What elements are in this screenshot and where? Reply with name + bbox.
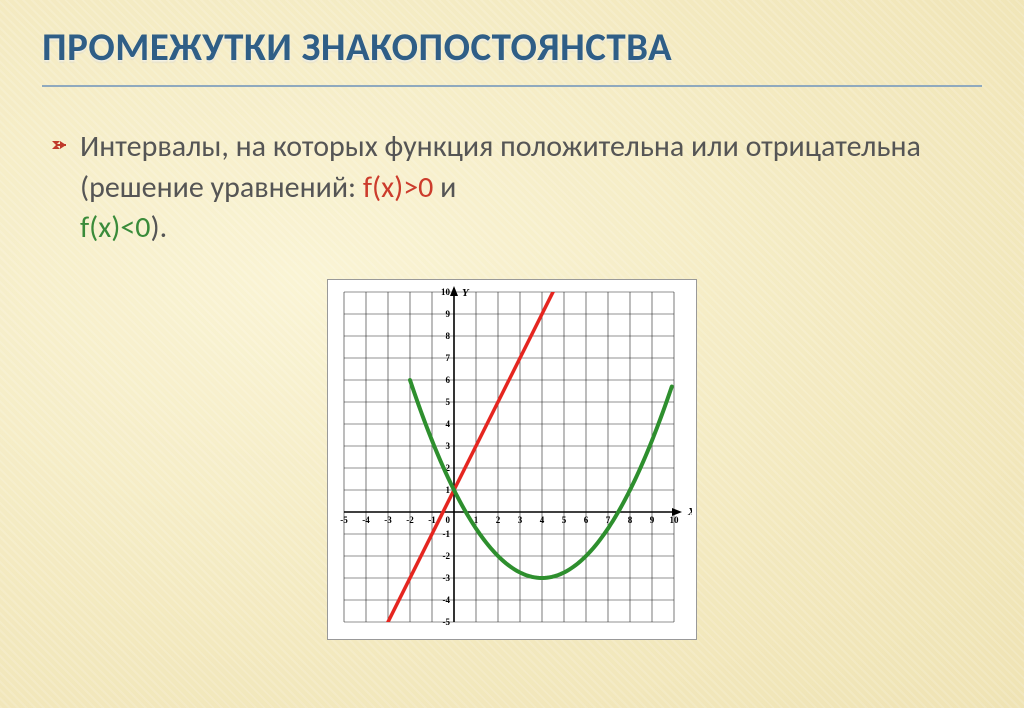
svg-text:-3: -3	[384, 515, 392, 525]
svg-text:10: 10	[441, 287, 451, 297]
bullet-icon	[50, 139, 68, 162]
svg-text:5: 5	[562, 515, 567, 525]
svg-text:9: 9	[650, 515, 655, 525]
svg-text:10: 10	[670, 515, 680, 525]
svg-text:9: 9	[446, 309, 451, 319]
svg-text:2: 2	[496, 515, 501, 525]
svg-text:-2: -2	[406, 515, 414, 525]
fx-negative: f(x)<0	[80, 209, 151, 246]
svg-text:-1: -1	[428, 515, 436, 525]
chart: -5-4-3-2-112345678910-5-4-3-2-1123456789…	[332, 284, 692, 630]
svg-text:6: 6	[446, 375, 451, 385]
svg-text:8: 8	[446, 331, 451, 341]
svg-text:4: 4	[540, 515, 545, 525]
body-pre: Интервалы, на которых функция положитель…	[80, 128, 921, 206]
svg-text:-2: -2	[443, 551, 451, 561]
svg-text:7: 7	[446, 353, 451, 363]
svg-text:0: 0	[446, 515, 451, 525]
body-mid: и	[433, 169, 456, 206]
svg-text:3: 3	[518, 515, 523, 525]
svg-text:1: 1	[446, 485, 451, 495]
slide-title: ПРОМЕЖУТКИ ЗНАКОПОСТОЯНСТВА	[42, 24, 982, 87]
chart-frame: -5-4-3-2-112345678910-5-4-3-2-1123456789…	[327, 279, 697, 640]
svg-text:4: 4	[446, 419, 451, 429]
svg-text:3: 3	[446, 441, 451, 451]
svg-text:8: 8	[628, 515, 633, 525]
fx-positive: f(x)>0	[363, 169, 434, 206]
svg-text:-1: -1	[443, 529, 451, 539]
body-text: Интервалы, на которых функция положитель…	[80, 127, 982, 249]
svg-text:-5: -5	[443, 617, 451, 627]
body-end: ).	[151, 209, 168, 246]
svg-text:6: 6	[584, 515, 589, 525]
svg-text:-4: -4	[362, 515, 370, 525]
svg-text:-4: -4	[443, 595, 451, 605]
svg-text:-3: -3	[443, 573, 451, 583]
svg-text:-5: -5	[340, 515, 348, 525]
svg-text:5: 5	[446, 397, 451, 407]
svg-text:X: X	[687, 506, 692, 518]
